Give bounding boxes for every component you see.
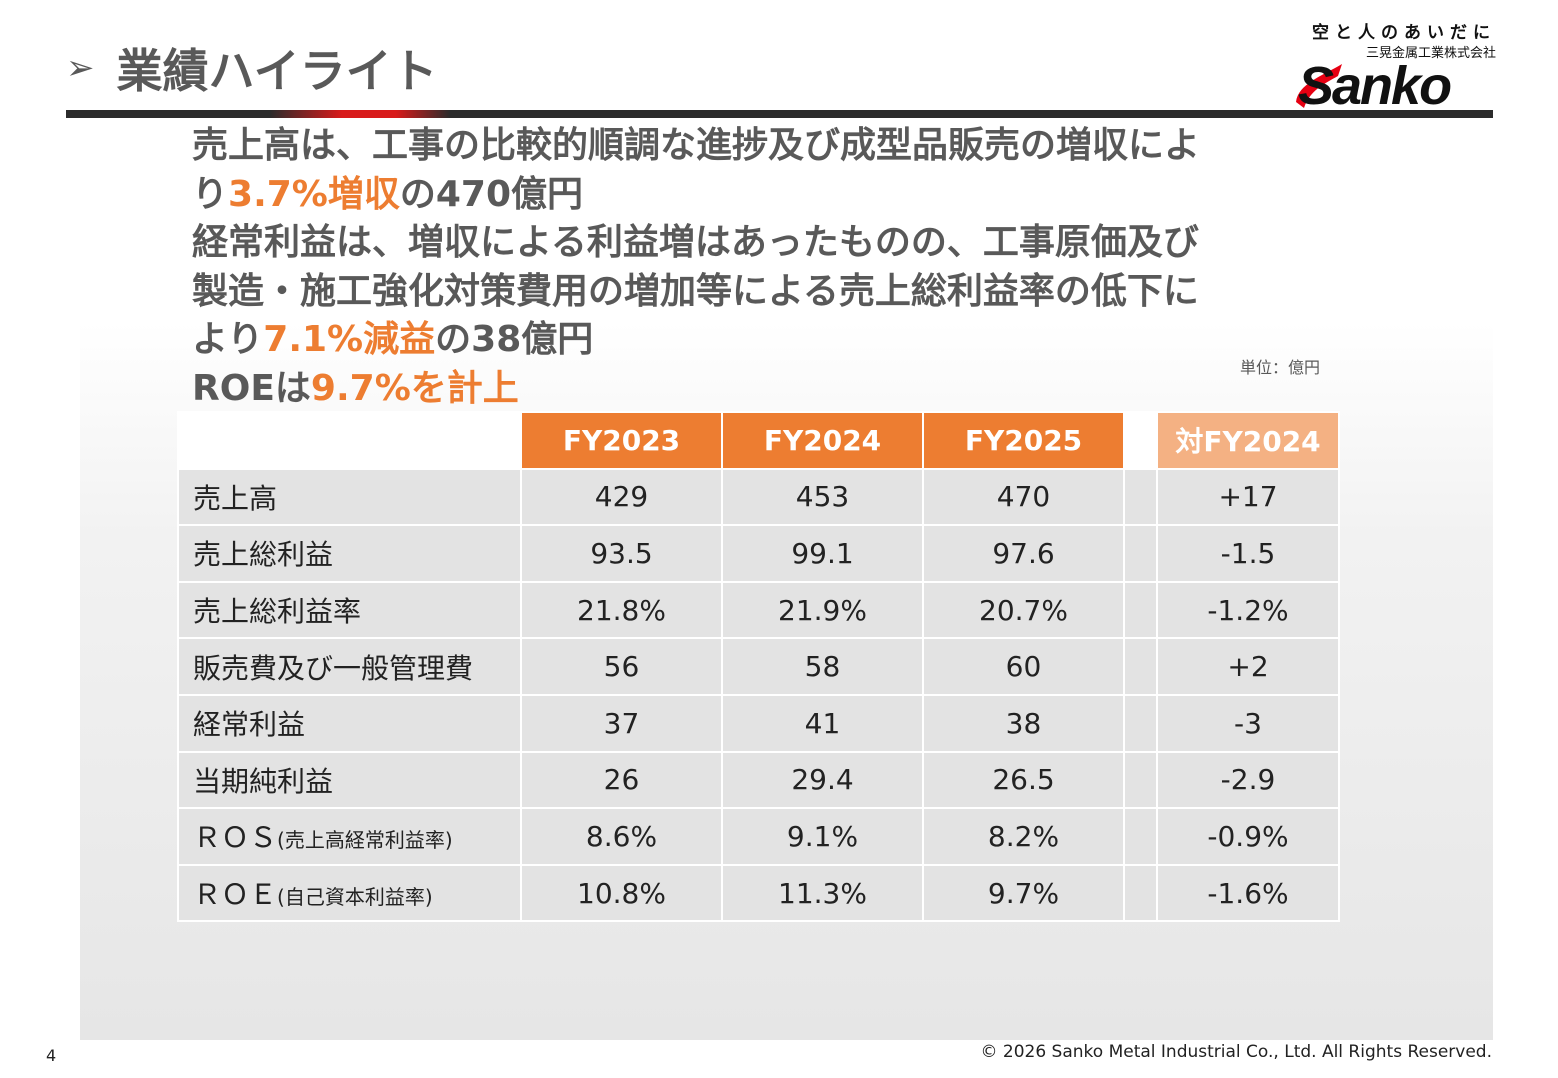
page-title: ➢ 業績ハイライト	[66, 36, 438, 100]
table-row: ＲＯＳ(売上高経常利益率) 8.6% 9.1% 8.2% -0.9%	[177, 807, 1340, 866]
summary-line: ROEは9.7%を計上	[192, 367, 519, 409]
gap-cell	[1123, 863, 1158, 923]
value-cell: 41	[721, 693, 924, 753]
table-header-row: FY2023 FY2024 FY2025 対FY2024	[177, 411, 1340, 470]
table-row: 経常利益 37 41 38 -3	[177, 693, 1340, 753]
value-cell: 37	[520, 693, 723, 753]
arrow-bullet-icon: ➢	[66, 48, 95, 88]
value-cell: 93.5	[520, 524, 723, 583]
row-label: 売上高	[177, 467, 522, 527]
value-cell: 60	[922, 637, 1125, 696]
gap-cell	[1123, 637, 1158, 696]
row-label: 経常利益	[177, 693, 522, 753]
row-label: 販売費及び一般管理費	[177, 637, 522, 696]
summary-line: 経常利益は、増収による利益増はあったものの、工事原価及び	[192, 222, 1199, 263]
value-cell: 470	[922, 467, 1125, 527]
value-cell: 29.4	[721, 750, 924, 810]
row-label: 当期純利益	[177, 750, 522, 810]
summary-line: り3.7%増収の470億円	[192, 173, 584, 215]
header-vs-fy2024: 対FY2024	[1156, 411, 1340, 470]
value-cell: 58	[721, 637, 924, 696]
header-fy2025: FY2025	[922, 411, 1125, 470]
sanko-wordmark-icon: Sanko	[1296, 56, 1453, 112]
table-row: 売上総利益 93.5 99.1 97.6 -1.5	[177, 524, 1340, 583]
value-cell: 11.3%	[721, 863, 924, 923]
roe-highlight: 9.7%を計上	[310, 367, 519, 409]
page-number: 4	[46, 1046, 57, 1065]
title-underline	[66, 110, 1493, 118]
logo-company-name: 三晃金属工業株式会社	[1365, 46, 1496, 61]
value-cell: 20.7%	[922, 580, 1125, 640]
unit-label: 単位：億円	[1240, 358, 1321, 377]
table-row: 売上高 429 453 470 +17	[177, 467, 1340, 527]
gap-cell	[1123, 693, 1158, 753]
diff-value-cell: +17	[1156, 467, 1340, 527]
table-row: ＲＯＥ(自己資本利益率) 10.8% 11.3% 9.7% -1.6%	[177, 863, 1340, 923]
company-logo: 空と人のあいだに 三晃金属工業株式会社 Sanko	[1292, 18, 1496, 112]
gap-cell	[1123, 580, 1158, 640]
row-label: 売上総利益率	[177, 580, 522, 640]
value-cell: 38	[922, 693, 1125, 753]
svg-text:Sanko: Sanko	[1298, 56, 1451, 112]
header-fy2024: FY2024	[721, 411, 924, 470]
diff-value-cell: -1.5	[1156, 524, 1340, 583]
value-cell: 97.6	[922, 524, 1125, 583]
title-underline-accent	[270, 110, 450, 118]
value-cell: 21.8%	[520, 580, 723, 640]
diff-value-cell: -3	[1156, 693, 1340, 753]
profit-decline-highlight: 7.1%減益	[263, 319, 436, 360]
header-empty-cell	[177, 411, 522, 470]
sales-growth-highlight: 3.7%増収	[228, 173, 400, 215]
diff-value-cell: -2.9	[1156, 750, 1340, 810]
header-gap-cell	[1123, 411, 1158, 470]
summary-line: 製造・施工強化対策費用の増加等による売上総利益率の低下に	[192, 270, 1199, 312]
row-label: 売上総利益	[177, 524, 522, 583]
value-cell: 56	[520, 637, 723, 696]
value-cell: 99.1	[721, 524, 924, 583]
summary-line: 売上高は、工事の比較的順調な進捗及び成型品販売の増収によ	[192, 125, 1201, 166]
value-cell: 10.8%	[520, 863, 723, 923]
value-cell: 8.6%	[520, 807, 723, 866]
row-label: ＲＯＥ(自己資本利益率)	[177, 863, 522, 923]
header-fy2023: FY2023	[520, 411, 723, 470]
copyright: © 2026 Sanko Metal Industrial Co., Ltd. …	[980, 1042, 1492, 1062]
value-cell: 26.5	[922, 750, 1125, 810]
highlight-summary: 売上高は、工事の比較的順調な進捗及び成型品販売の増収によ り3.7%増収の470…	[192, 122, 1332, 413]
gap-cell	[1123, 750, 1158, 810]
diff-value-cell: +2	[1156, 637, 1340, 696]
value-cell: 8.2%	[922, 807, 1125, 866]
gap-cell	[1123, 467, 1158, 527]
financial-table: FY2023 FY2024 FY2025 対FY2024 売上高 429 453 47…	[177, 411, 1340, 923]
value-cell: 9.7%	[922, 863, 1125, 923]
diff-value-cell: -1.2%	[1156, 580, 1340, 640]
summary-line: より7.1%減益の38億円	[192, 319, 594, 360]
diff-value-cell: -1.6%	[1156, 863, 1340, 923]
table-row: 当期純利益 26 29.4 26.5 -2.9	[177, 750, 1340, 810]
diff-value-cell: -0.9%	[1156, 807, 1340, 866]
value-cell: 429	[520, 467, 723, 527]
logo-tagline: 空と人のあいだに	[1312, 23, 1496, 43]
table-row: 売上総利益率 21.8% 21.9% 20.7% -1.2%	[177, 580, 1340, 640]
value-cell: 26	[520, 750, 723, 810]
gap-cell	[1123, 524, 1158, 583]
value-cell: 21.9%	[721, 580, 924, 640]
row-label-note: (自己資本利益率)	[277, 885, 433, 910]
gap-cell	[1123, 807, 1158, 866]
row-label-note: (売上高経常利益率)	[277, 828, 453, 853]
page-title-text: 業績ハイライト	[116, 44, 438, 98]
value-cell: 453	[721, 467, 924, 527]
table-row: 販売費及び一般管理費 56 58 60 +2	[177, 637, 1340, 696]
row-label: ＲＯＳ(売上高経常利益率)	[177, 807, 522, 866]
value-cell: 9.1%	[721, 807, 924, 866]
